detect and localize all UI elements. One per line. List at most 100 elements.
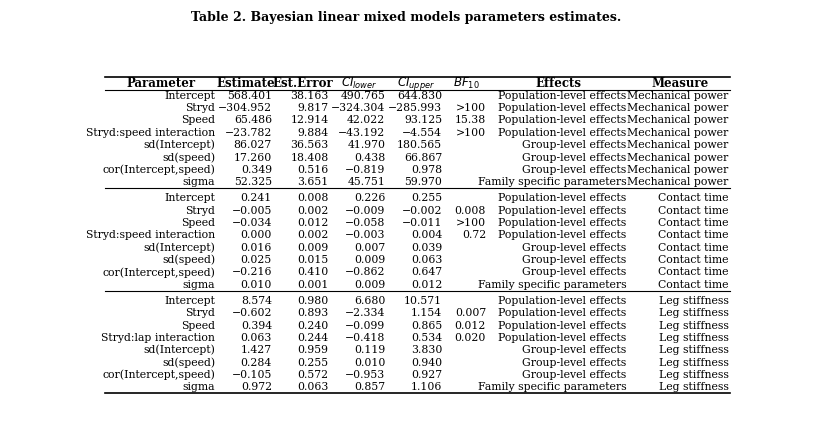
- Text: 0.008: 0.008: [298, 193, 328, 203]
- Text: Stryd:lap interaction: Stryd:lap interaction: [102, 333, 215, 343]
- Text: 0.007: 0.007: [454, 308, 486, 318]
- Text: 0.002: 0.002: [298, 206, 328, 216]
- Text: 0.010: 0.010: [354, 357, 385, 368]
- Text: sd(speed): sd(speed): [162, 152, 215, 163]
- Text: Stryd: Stryd: [185, 308, 215, 318]
- Text: −0.005: −0.005: [232, 206, 272, 216]
- Text: 1.106: 1.106: [411, 382, 442, 392]
- Text: 0.857: 0.857: [354, 382, 385, 392]
- Text: >100: >100: [456, 128, 486, 138]
- Text: Population-level effects: Population-level effects: [498, 206, 627, 216]
- Text: Population-level effects: Population-level effects: [498, 103, 627, 113]
- Text: −23.782: −23.782: [224, 128, 272, 138]
- Text: Contact time: Contact time: [658, 218, 728, 228]
- Text: 42.022: 42.022: [347, 115, 385, 126]
- Text: Group-level effects: Group-level effects: [523, 345, 627, 355]
- Text: 568.401: 568.401: [227, 91, 272, 101]
- Text: 180.565: 180.565: [397, 140, 442, 150]
- Text: Speed: Speed: [181, 115, 215, 126]
- Text: 0.016: 0.016: [241, 243, 272, 253]
- Text: 52.325: 52.325: [234, 177, 272, 187]
- Text: cor(Intercept,speed): cor(Intercept,speed): [102, 267, 215, 278]
- Text: Population-level effects: Population-level effects: [498, 193, 627, 203]
- Text: 0.012: 0.012: [298, 218, 328, 228]
- Text: Population-level effects: Population-level effects: [498, 230, 627, 240]
- Text: 36.563: 36.563: [290, 140, 328, 150]
- Text: 12.914: 12.914: [290, 115, 328, 126]
- Text: 0.516: 0.516: [298, 165, 328, 175]
- Text: −0.105: −0.105: [232, 370, 272, 380]
- Text: >100: >100: [456, 103, 486, 113]
- Text: 3.651: 3.651: [298, 177, 328, 187]
- Text: 0.980: 0.980: [298, 296, 328, 306]
- Text: 0.012: 0.012: [411, 280, 442, 290]
- Text: 0.893: 0.893: [298, 308, 328, 318]
- Text: 0.226: 0.226: [354, 193, 385, 203]
- Text: 0.010: 0.010: [241, 280, 272, 290]
- Text: 93.125: 93.125: [404, 115, 442, 126]
- Text: sd(Intercept): sd(Intercept): [143, 140, 215, 151]
- Text: −285.993: −285.993: [388, 103, 442, 113]
- Text: 0.647: 0.647: [411, 267, 442, 278]
- Text: 0.572: 0.572: [298, 370, 328, 380]
- Text: Leg stiffness: Leg stiffness: [659, 296, 728, 306]
- Text: Group-level effects: Group-level effects: [523, 267, 627, 278]
- Text: 0.972: 0.972: [241, 382, 272, 392]
- Text: −0.003: −0.003: [345, 230, 385, 240]
- Text: −2.334: −2.334: [345, 308, 385, 318]
- Text: Group-level effects: Group-level effects: [523, 243, 627, 253]
- Text: Contact time: Contact time: [658, 280, 728, 290]
- Text: 0.940: 0.940: [411, 357, 442, 368]
- Text: 0.240: 0.240: [298, 321, 328, 330]
- Text: Contact time: Contact time: [658, 230, 728, 240]
- Text: −0.034: −0.034: [232, 218, 272, 228]
- Text: 0.063: 0.063: [241, 333, 272, 343]
- Text: 0.007: 0.007: [354, 243, 385, 253]
- Text: cor(Intercept,speed): cor(Intercept,speed): [102, 165, 215, 175]
- Text: 0.009: 0.009: [298, 243, 328, 253]
- Text: Mechanical power: Mechanical power: [628, 128, 728, 138]
- Text: Contact time: Contact time: [658, 267, 728, 278]
- Text: sd(speed): sd(speed): [162, 255, 215, 266]
- Text: Group-level effects: Group-level effects: [523, 255, 627, 265]
- Text: 0.004: 0.004: [411, 230, 442, 240]
- Text: 0.244: 0.244: [298, 333, 328, 343]
- Text: Mechanical power: Mechanical power: [628, 115, 728, 126]
- Text: 38.163: 38.163: [290, 91, 328, 101]
- Text: Group-level effects: Group-level effects: [523, 370, 627, 380]
- Text: 0.865: 0.865: [411, 321, 442, 330]
- Text: −0.099: −0.099: [346, 321, 385, 330]
- Text: $BF_{10}$: $BF_{10}$: [454, 76, 480, 91]
- Text: 0.002: 0.002: [298, 230, 328, 240]
- Text: 15.38: 15.38: [454, 115, 486, 126]
- Text: 65.486: 65.486: [234, 115, 272, 126]
- Text: Parameter: Parameter: [127, 77, 196, 90]
- Text: Est.Error: Est.Error: [272, 77, 333, 90]
- Text: Leg stiffness: Leg stiffness: [659, 321, 728, 330]
- Text: 0.72: 0.72: [462, 230, 486, 240]
- Text: Measure: Measure: [651, 77, 708, 90]
- Text: 490.765: 490.765: [341, 91, 385, 101]
- Text: Population-level effects: Population-level effects: [498, 128, 627, 138]
- Text: Mechanical power: Mechanical power: [628, 165, 728, 175]
- Text: −4.554: −4.554: [402, 128, 442, 138]
- Text: Family specific parameters: Family specific parameters: [478, 177, 627, 187]
- Text: $CI_{lower}$: $CI_{lower}$: [341, 76, 378, 91]
- Text: Mechanical power: Mechanical power: [628, 103, 728, 113]
- Text: −43.192: −43.192: [338, 128, 385, 138]
- Text: 0.063: 0.063: [411, 255, 442, 265]
- Text: −0.418: −0.418: [345, 333, 385, 343]
- Text: Population-level effects: Population-level effects: [498, 333, 627, 343]
- Text: Leg stiffness: Leg stiffness: [659, 308, 728, 318]
- Text: Group-level effects: Group-level effects: [523, 165, 627, 175]
- Text: −304.952: −304.952: [218, 103, 272, 113]
- Text: 1.427: 1.427: [241, 345, 272, 355]
- Text: $CI_{upper}$: $CI_{upper}$: [398, 75, 436, 92]
- Text: Mechanical power: Mechanical power: [628, 152, 728, 163]
- Text: Intercept: Intercept: [164, 91, 215, 101]
- Text: sigma: sigma: [183, 382, 215, 392]
- Text: 0.927: 0.927: [411, 370, 442, 380]
- Text: Mechanical power: Mechanical power: [628, 140, 728, 150]
- Text: Table 2. Bayesian linear mixed models parameters estimates.: Table 2. Bayesian linear mixed models pa…: [191, 11, 622, 24]
- Text: 0.008: 0.008: [454, 206, 486, 216]
